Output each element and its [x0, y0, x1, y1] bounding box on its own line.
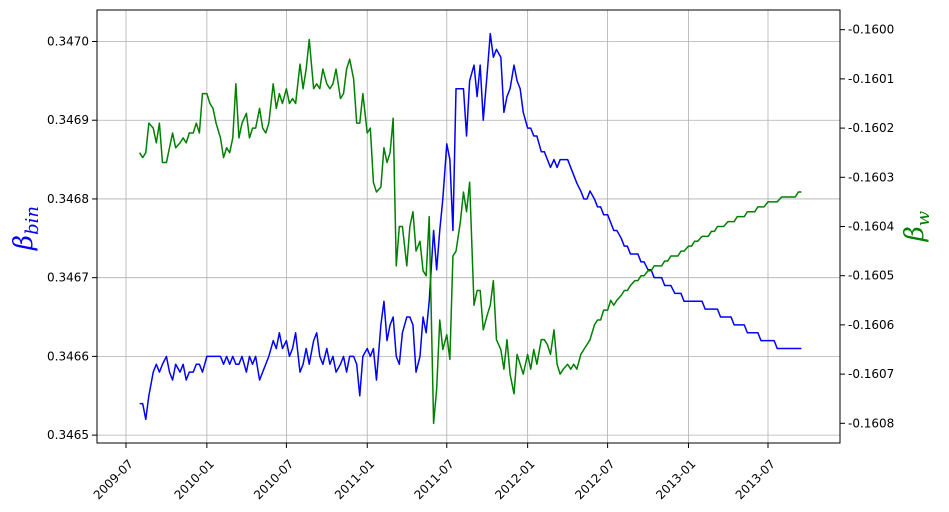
series-line-beta-w — [138, 38, 802, 425]
y-right-title-sub: w — [913, 210, 934, 226]
y-left-title-sub: bin — [22, 206, 43, 235]
x-tick-label: 2012-07 — [572, 457, 617, 502]
x-tick-label: 2011-01 — [332, 457, 377, 502]
y-left-tick-label: 0.3469 — [47, 113, 89, 127]
x-axis: 2009-07 2010-01 2010-07 2011-01 2011-07 2012-… — [91, 443, 778, 502]
y-right-tick-label: -0.1606 — [848, 318, 894, 332]
y-left-tick-label: 0.3465 — [47, 428, 89, 442]
y-right-title-base: β — [900, 226, 930, 242]
x-tick-label: 2012-01 — [492, 457, 537, 502]
x-tick-label: 2013-01 — [653, 457, 698, 502]
x-tick-label: 2011-07 — [412, 457, 457, 502]
x-tick-label: 2010-07 — [251, 457, 296, 502]
series-lines — [138, 32, 802, 425]
y-right-tick-label: -0.1603 — [848, 170, 894, 184]
y-right-tick-label: -0.1605 — [848, 269, 894, 283]
y-right-tick-label: -0.1600 — [848, 23, 894, 37]
y-right-tick-label: -0.1604 — [848, 220, 894, 234]
y-axis-right-title: βw — [900, 210, 934, 242]
series-line-beta-bin — [139, 32, 802, 421]
y-right-tick-label: -0.1601 — [848, 72, 894, 86]
y-axis-left-title: βbin — [9, 206, 43, 251]
y-left-tick-label: 0.3466 — [47, 349, 89, 363]
x-tick-label: 2009-07 — [91, 457, 136, 502]
plot-frame — [96, 9, 841, 444]
grid — [97, 10, 840, 443]
y-axis-right: -0.1600 -0.1601 -0.1602 -0.1603 -0.1604 -0.16… — [840, 23, 894, 430]
y-left-title-base: β — [9, 235, 39, 251]
x-tick-label: 2010-01 — [172, 457, 217, 502]
y-right-tick-label: -0.1608 — [848, 416, 894, 430]
y-left-tick-label: 0.3470 — [47, 34, 89, 48]
y-right-tick-label: -0.1602 — [848, 121, 894, 135]
x-tick-label: 2013-07 — [733, 457, 778, 502]
y-right-tick-label: -0.1607 — [848, 367, 894, 381]
y-left-tick-label: 0.3468 — [47, 192, 89, 206]
y-left-tick-label: 0.3467 — [47, 271, 89, 285]
y-axis-left: 0.3465 0.3466 0.3467 0.3468 0.3469 0.3470 — [47, 34, 97, 442]
